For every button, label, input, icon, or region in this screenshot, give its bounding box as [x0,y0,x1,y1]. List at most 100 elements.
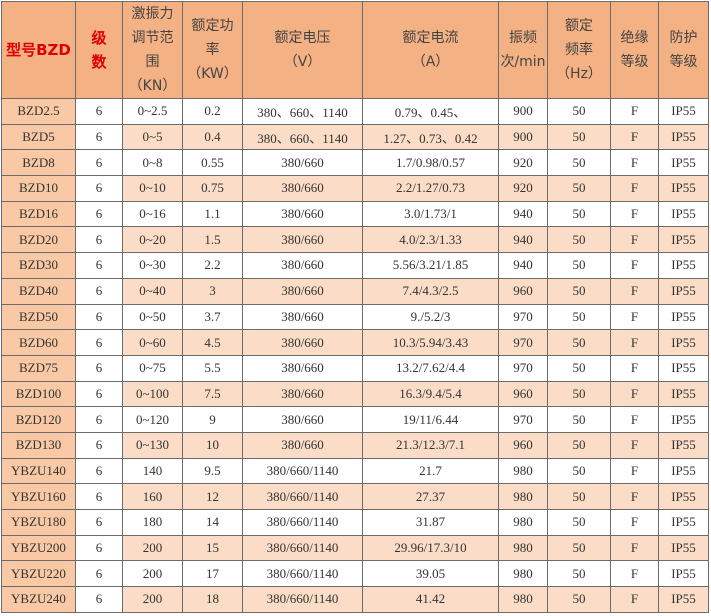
cell-rated-freq: 50 [547,483,611,510]
cell-protection: IP55 [658,431,709,459]
cell-grade: 6 [75,431,123,459]
cell-voltage: 380/660/1140 [242,483,363,510]
table-row: BZD16 6 0~16 1.1 380/660 3.0/1.73/1 940 50 F IP55 [1,200,709,228]
cell-vibration-freq: 980 [498,509,548,536]
cell-current: 5.56/3.21/1.85 [362,252,499,279]
cell-model: BZD16 [1,200,76,228]
cell-current: 0.79、0.45、 [362,98,499,125]
cell-force-range: 0~60 [122,329,183,356]
cell-vibration-freq: 940 [498,226,548,254]
cell-protection: IP55 [658,380,709,408]
cell-current: 29.96/17.3/10 [362,534,499,562]
cell-protection: IP55 [658,123,709,151]
cell-model: BZD10 [1,175,76,202]
cell-rated-freq: 50 [547,252,611,279]
cell-protection: IP55 [658,406,709,433]
cell-grade: 6 [75,560,123,588]
cell-power: 0.75 [182,175,243,202]
cell-model: YBZU240 [1,586,76,613]
cell-current: 31.87 [362,509,499,536]
cell-vibration-freq: 980 [498,534,548,562]
cell-model: YBZU160 [1,483,76,510]
cell-power: 3.7 [182,303,243,331]
cell-protection: IP55 [658,560,709,588]
cell-power: 4.5 [182,329,243,356]
header-model: 型号BZD [1,1,76,99]
cell-insulation: F [610,534,659,562]
cell-power: 7.5 [182,380,243,408]
header-current: 额定电流 （A） [362,1,499,99]
cell-force-range: 0~75 [122,354,183,382]
cell-rated-freq: 50 [547,98,611,125]
cell-model: YBZU220 [1,560,76,588]
cell-insulation: F [610,406,659,433]
cell-rated-freq: 50 [547,534,611,562]
cell-vibration-freq: 980 [498,483,548,510]
cell-voltage: 380/660 [242,277,363,305]
cell-model: BZD120 [1,406,76,433]
header-rated-freq: 额定 频率 （Hz） [547,1,611,99]
header-force-range: 激振力 调节范 围 （KN） [122,1,183,99]
cell-rated-freq: 50 [547,586,611,613]
cell-current: 27.37 [362,483,499,510]
cell-rated-freq: 50 [547,457,611,485]
cell-force-range: 160 [122,483,183,510]
cell-protection: IP55 [658,277,709,305]
cell-voltage: 380/660 [242,431,363,459]
cell-current: 16.3/9.4/5.4 [362,380,499,408]
cell-voltage: 380/660 [242,354,363,382]
table-row: BZD40 6 0~40 3 380/660 7.4/4.3/2.5 960 50 F IP55 [1,277,709,305]
cell-rated-freq: 50 [547,303,611,331]
cell-rated-freq: 50 [547,149,611,177]
cell-grade: 6 [75,380,123,408]
cell-force-range: 200 [122,586,183,613]
cell-voltage: 380、660、1140 [242,98,363,125]
table-row: BZD100 6 0~100 7.5 380/660 16.3/9.4/5.4 960 50 F… [1,380,709,408]
cell-voltage: 380/660 [242,149,363,177]
cell-vibration-freq: 940 [498,252,548,279]
cell-vibration-freq: 960 [498,277,548,305]
cell-model: BZD2.5 [1,98,76,125]
cell-grade: 6 [75,303,123,331]
cell-insulation: F [610,303,659,331]
table-row: BZD120 6 0~120 9 380/660 19/11/6.44 970 50 F IP55 [1,406,709,433]
table-row: YBZU240 6 200 18 380/660/1140 41.42 980 50 F IP55 [1,586,709,613]
cell-force-range: 180 [122,509,183,536]
table-row: BZD5 6 0~5 0.4 380、660、1140 1.27、0.73、0.42 900… [1,123,709,151]
cell-current: 41.42 [362,586,499,613]
table-row: BZD50 6 0~50 3.7 380/660 9./5.2/3 970 50 F IP55 [1,303,709,331]
cell-voltage: 380/660/1140 [242,560,363,588]
cell-rated-freq: 50 [547,123,611,151]
cell-model: BZD30 [1,252,76,279]
cell-insulation: F [610,175,659,202]
cell-grade: 6 [75,98,123,125]
cell-protection: IP55 [658,98,709,125]
cell-model: BZD50 [1,303,76,331]
cell-force-range: 140 [122,457,183,485]
cell-protection: IP55 [658,252,709,279]
header-vibration-freq: 振频 次/min [498,1,548,99]
cell-vibration-freq: 900 [498,123,548,151]
cell-force-range: 200 [122,534,183,562]
cell-power: 18 [182,586,243,613]
cell-protection: IP55 [658,586,709,613]
cell-insulation: F [610,149,659,177]
cell-power: 1.1 [182,200,243,228]
cell-power: 0.2 [182,98,243,125]
cell-force-range: 0~16 [122,200,183,228]
cell-model: BZD20 [1,226,76,254]
table-row: BZD8 6 0~8 0.55 380/660 1.7/0.98/0.57 920 50 F IP… [1,149,709,177]
header-protection: 防护 等级 [658,1,709,99]
cell-insulation: F [610,380,659,408]
cell-rated-freq: 50 [547,226,611,254]
cell-voltage: 380/660 [242,406,363,433]
cell-force-range: 0~5 [122,123,183,151]
cell-vibration-freq: 940 [498,200,548,228]
cell-insulation: F [610,560,659,588]
cell-voltage: 380/660/1140 [242,534,363,562]
cell-grade: 6 [75,226,123,254]
cell-force-range: 0~50 [122,303,183,331]
cell-power: 0.55 [182,149,243,177]
cell-voltage: 380/660 [242,226,363,254]
